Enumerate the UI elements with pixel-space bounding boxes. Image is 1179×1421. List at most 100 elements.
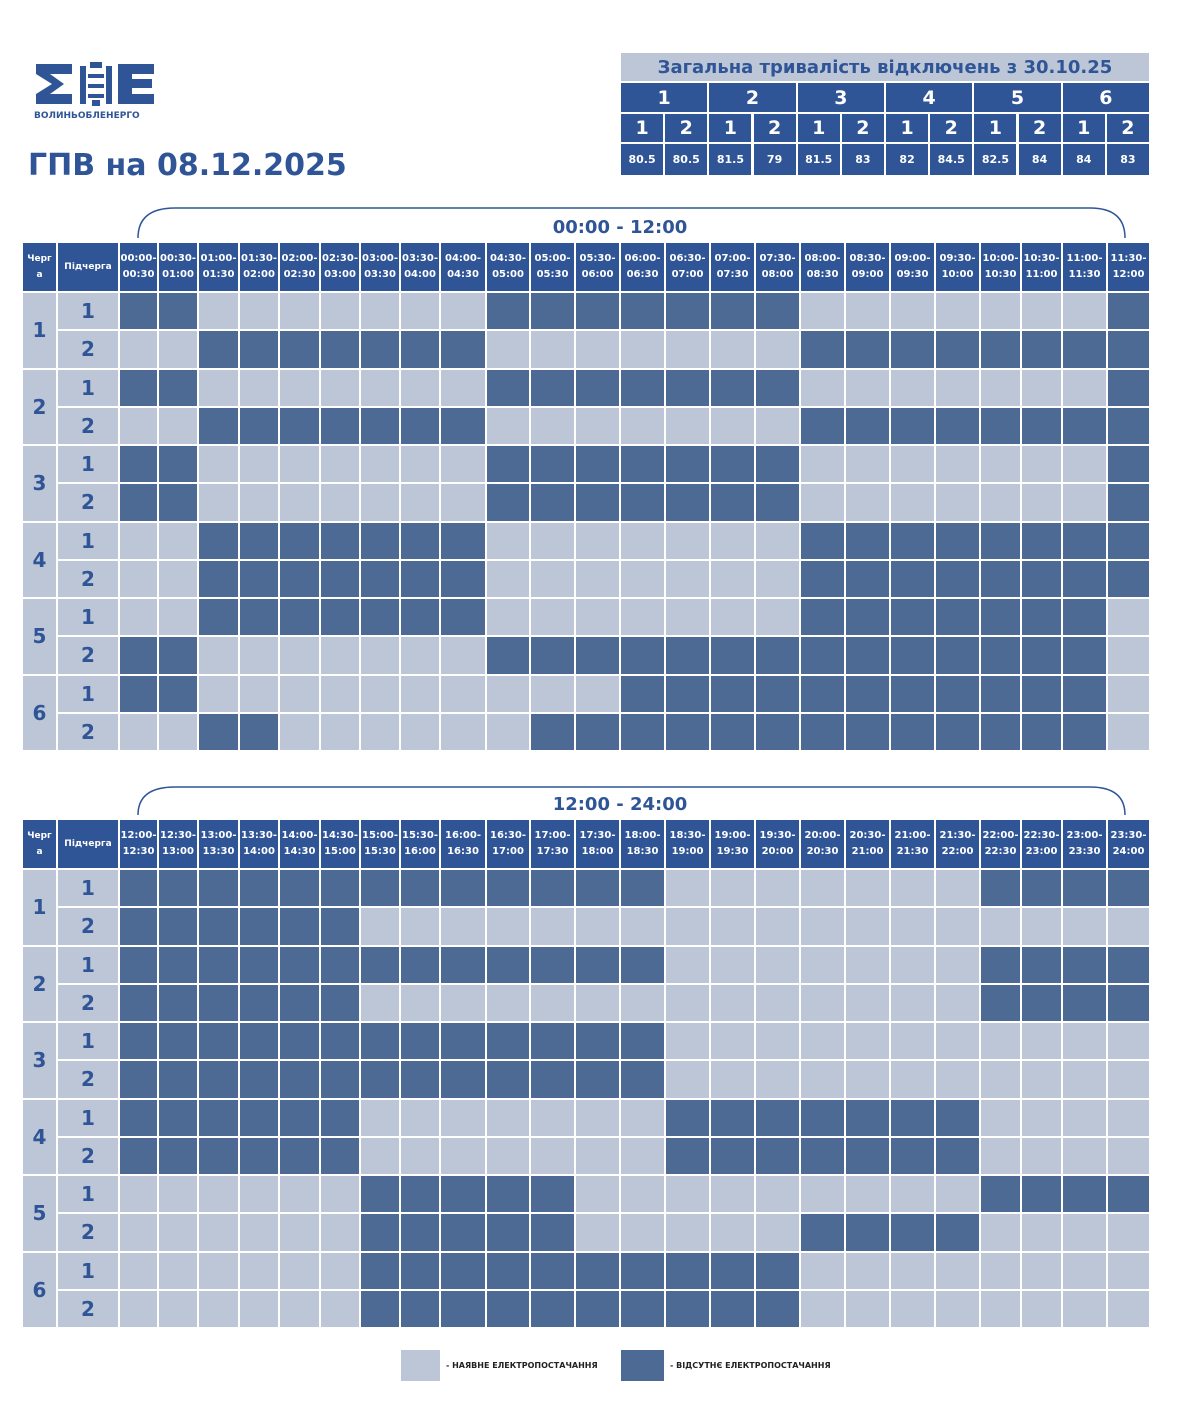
slot-cell bbox=[1062, 483, 1107, 522]
slot-cell bbox=[119, 869, 158, 908]
slot-cell bbox=[755, 636, 800, 675]
slot-cell bbox=[935, 1213, 980, 1252]
slot-cell bbox=[845, 712, 890, 751]
slot-cell bbox=[198, 1289, 239, 1328]
slot-cell bbox=[400, 869, 440, 908]
slot-cell bbox=[1107, 1060, 1150, 1099]
slot-cell bbox=[890, 406, 935, 445]
slot-cell bbox=[279, 1098, 320, 1137]
slot-cell bbox=[1021, 945, 1062, 984]
slot-cell bbox=[1107, 712, 1150, 751]
slot-cell bbox=[320, 674, 360, 713]
slot-cell bbox=[400, 1136, 440, 1175]
slot-cell bbox=[530, 1289, 575, 1328]
slot-cell bbox=[575, 406, 620, 445]
slot-cell bbox=[710, 1289, 755, 1328]
subqueue-label: 2 bbox=[57, 1060, 119, 1099]
slot-cell bbox=[890, 330, 935, 369]
slot-cell bbox=[198, 445, 239, 484]
slot-header: 09:00- 09:30 bbox=[890, 242, 935, 292]
slot-cell bbox=[710, 945, 755, 984]
summary-value: 83 bbox=[840, 143, 885, 176]
slot-cell bbox=[575, 1289, 620, 1328]
slot-header: 01:30- 02:00 bbox=[239, 242, 279, 292]
slot-cell bbox=[486, 1175, 530, 1214]
slot-cell bbox=[1062, 559, 1107, 598]
slot-cell bbox=[530, 636, 575, 675]
slot-cell bbox=[845, 521, 890, 560]
slot-cell bbox=[1062, 406, 1107, 445]
slot-from: 04:00- bbox=[445, 253, 481, 264]
slot-cell bbox=[530, 1175, 575, 1214]
slot-cell bbox=[320, 1022, 360, 1061]
summary-queue: 5 bbox=[973, 82, 1062, 113]
summary-value: 84 bbox=[1061, 143, 1106, 176]
slot-cell bbox=[1062, 445, 1107, 484]
slot-cell bbox=[665, 1213, 710, 1252]
slot-from: 13:30- bbox=[241, 830, 277, 841]
slot-cell bbox=[279, 1251, 320, 1290]
slot-from: 00:00- bbox=[120, 253, 157, 264]
slot-cell bbox=[360, 945, 400, 984]
slot-cell bbox=[800, 483, 845, 522]
slot-cell bbox=[890, 674, 935, 713]
slot-cell bbox=[530, 1060, 575, 1099]
queue-label: 2 bbox=[22, 945, 57, 1022]
slot-to: 11:30 bbox=[1068, 269, 1101, 280]
slot-cell bbox=[800, 368, 845, 407]
slot-cell bbox=[665, 368, 710, 407]
slot-cell bbox=[239, 1251, 279, 1290]
queue-label: 4 bbox=[22, 1098, 57, 1175]
slot-cell bbox=[530, 983, 575, 1022]
slot-cell bbox=[980, 636, 1021, 675]
slot-cell bbox=[620, 445, 665, 484]
slot-cell bbox=[279, 945, 320, 984]
slot-cell bbox=[486, 1022, 530, 1061]
slot-from: 08:30- bbox=[849, 253, 886, 264]
slot-cell bbox=[360, 1060, 400, 1099]
slot-cell bbox=[198, 1251, 239, 1290]
slot-cell bbox=[710, 1213, 755, 1252]
slot-cell bbox=[1107, 1022, 1150, 1061]
slot-cell bbox=[665, 559, 710, 598]
subqueue-label: 1 bbox=[57, 598, 119, 637]
slot-cell bbox=[1107, 869, 1150, 908]
slot-cell bbox=[1062, 983, 1107, 1022]
slot-cell bbox=[119, 907, 158, 946]
slot-cell bbox=[486, 598, 530, 637]
slot-cell bbox=[320, 983, 360, 1022]
slot-cell bbox=[320, 521, 360, 560]
slot-cell bbox=[440, 559, 486, 598]
slot-from: 11:00- bbox=[1066, 253, 1103, 264]
slot-to: 01:30 bbox=[202, 269, 235, 280]
slot-cell bbox=[1021, 521, 1062, 560]
slot-cell bbox=[755, 674, 800, 713]
slot-cell bbox=[980, 330, 1021, 369]
slot-cell bbox=[935, 1251, 980, 1290]
slot-cell bbox=[239, 712, 279, 751]
slot-to: 17:30 bbox=[536, 846, 569, 857]
slot-cell bbox=[440, 1022, 486, 1061]
slot-cell bbox=[845, 483, 890, 522]
slot-cell bbox=[198, 1022, 239, 1061]
slot-cell bbox=[400, 1289, 440, 1328]
slot-cell bbox=[320, 292, 360, 331]
slot-cell bbox=[530, 674, 575, 713]
slot-cell bbox=[320, 1251, 360, 1290]
slot-cell bbox=[575, 907, 620, 946]
slot-cell bbox=[980, 1060, 1021, 1099]
page-title: ГПВ на 08.12.2025 bbox=[28, 147, 347, 183]
slot-cell bbox=[440, 1213, 486, 1252]
slot-cell bbox=[119, 636, 158, 675]
slot-cell bbox=[486, 1289, 530, 1328]
slot-cell bbox=[1021, 445, 1062, 484]
slot-from: 18:00- bbox=[624, 830, 661, 841]
slot-cell bbox=[400, 445, 440, 484]
slot-cell bbox=[530, 406, 575, 445]
summary-queue: 4 bbox=[885, 82, 974, 113]
subqueue-label: 2 bbox=[57, 1213, 119, 1252]
slot-cell bbox=[400, 1098, 440, 1137]
summary-subqueue: 2 bbox=[752, 113, 797, 143]
slot-cell bbox=[320, 1060, 360, 1099]
